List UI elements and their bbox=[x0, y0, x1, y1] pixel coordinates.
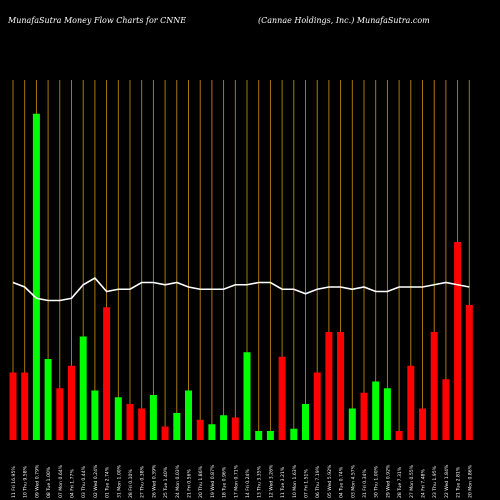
x-tick-label: 27 Thu 0.38% bbox=[140, 465, 146, 498]
bar-red bbox=[9, 372, 17, 440]
x-tick-label: 09 Wed 0.79% bbox=[34, 464, 40, 498]
x-tick-label: 31 Fri 0.34% bbox=[362, 469, 368, 498]
x-tick-label: 03 Thu 0.44% bbox=[81, 465, 87, 498]
bar-red bbox=[360, 392, 368, 440]
x-tick-label: 20 Thu 1.86% bbox=[198, 465, 204, 498]
x-tick-label: 27 Mon 0.55% bbox=[409, 464, 415, 498]
bar-red bbox=[454, 242, 462, 440]
bar-green bbox=[255, 431, 263, 440]
bar-green bbox=[348, 408, 356, 440]
price-line bbox=[12, 276, 470, 302]
x-tick-label: 07 Fri 1.51% bbox=[304, 469, 310, 498]
bar-green bbox=[149, 395, 157, 440]
bar-green bbox=[290, 428, 298, 440]
x-tick-label: 19 Wed 0.87% bbox=[210, 464, 216, 498]
x-tick-label: 31 Mon 1.00% bbox=[116, 464, 122, 498]
chart-title: MunafaSutra Money Flow Charts for CNNE bbox=[8, 16, 187, 25]
bar-red bbox=[430, 332, 438, 440]
bar-red bbox=[325, 332, 333, 440]
bar-green bbox=[266, 431, 274, 440]
bar-red bbox=[337, 332, 345, 440]
x-tick-label: 06 Thu 7.19% bbox=[315, 465, 321, 498]
x-tick-label: 14 Fri 0.24% bbox=[245, 469, 251, 498]
bar-red bbox=[161, 426, 169, 440]
x-tick-label: 20 Mon 0.86% bbox=[467, 464, 473, 498]
x-tick-label: 11 Tue 3.21% bbox=[280, 466, 286, 498]
bar-red bbox=[231, 417, 239, 440]
x-tick-label: 25 Tue 1.40% bbox=[163, 466, 169, 498]
x-tick-label: 24 Fri 7.48% bbox=[421, 469, 427, 498]
bar-red bbox=[465, 305, 473, 440]
bar-green bbox=[114, 397, 122, 440]
x-tick-label: 02 Wed 0.24% bbox=[93, 464, 99, 498]
bar-green bbox=[32, 113, 40, 440]
bar-red bbox=[196, 419, 204, 440]
chart-subtitle: (Cannae Holdings, Inc.) MunafaSutra.com bbox=[258, 16, 430, 25]
bar-red bbox=[407, 365, 415, 440]
bar-green bbox=[383, 388, 391, 440]
x-tick-label: 24 Mon 0.03% bbox=[175, 464, 181, 498]
x-tick-label: 18 Tue 0.96% bbox=[222, 466, 228, 498]
bar-green bbox=[372, 381, 380, 440]
x-tick-label: 29 Wed 0.92% bbox=[385, 464, 391, 498]
x-tick-label: 12 Wed 3.26% bbox=[268, 464, 274, 498]
x-tick-label: 28 Tue 7.31% bbox=[397, 466, 403, 498]
bar-red bbox=[68, 365, 75, 440]
x-tick-label: 17 Mon 0.71% bbox=[233, 464, 239, 498]
bar-red bbox=[278, 356, 286, 440]
bar-red bbox=[442, 379, 450, 440]
x-tick-label: 10 Mon 1.63% bbox=[292, 464, 298, 498]
x-tick-label: 26 Wed 0.39% bbox=[151, 464, 157, 498]
x-tick-label: 30 Thu 1.00% bbox=[374, 465, 380, 498]
bar-green bbox=[44, 359, 52, 440]
bar-red bbox=[395, 431, 403, 440]
bar-green bbox=[79, 336, 87, 440]
x-tick-label: 05 Wed 5.92% bbox=[327, 464, 333, 498]
bar-red bbox=[138, 408, 146, 440]
bar-red bbox=[313, 372, 321, 440]
bar-green bbox=[91, 390, 99, 440]
x-tick-label: 13 Thu 3.35% bbox=[257, 465, 263, 498]
bar-green bbox=[220, 415, 228, 440]
x-tick-label: 23 Thu 1.95% bbox=[432, 465, 438, 498]
x-tick-label: 22 Wed 1.84% bbox=[444, 464, 450, 498]
bar-green bbox=[302, 404, 309, 440]
bar-red bbox=[21, 372, 29, 440]
bar-green bbox=[185, 390, 192, 440]
x-tick-label: 07 Mon 0.64% bbox=[58, 464, 64, 498]
bar-red bbox=[56, 388, 64, 440]
x-tick-label: 01 Tue 2.74% bbox=[105, 466, 111, 498]
bar-red bbox=[419, 408, 426, 440]
x-tick-label: 11 Fri 16.95% bbox=[11, 466, 17, 498]
x-tick-label: 08 Tue 1.00% bbox=[46, 466, 52, 498]
bar-green bbox=[243, 352, 251, 440]
bar-green bbox=[208, 424, 216, 440]
bar-green bbox=[173, 413, 181, 440]
x-tick-label: 04 Fri 1.77% bbox=[70, 469, 76, 498]
x-tick-label: 28 Fri 0.10% bbox=[128, 469, 134, 498]
x-tick-label: 10 Thu 9.58% bbox=[23, 465, 29, 498]
x-tick-label: 04 Tue 0.74% bbox=[339, 466, 345, 498]
x-tick-label: 21 Fri 0.56% bbox=[187, 469, 193, 498]
bar-red bbox=[126, 404, 134, 440]
x-tick-label: 21 Tue 2.81% bbox=[456, 466, 462, 498]
x-tick-label: 03 Mon 4.57% bbox=[350, 464, 356, 498]
bar-red bbox=[103, 307, 111, 440]
